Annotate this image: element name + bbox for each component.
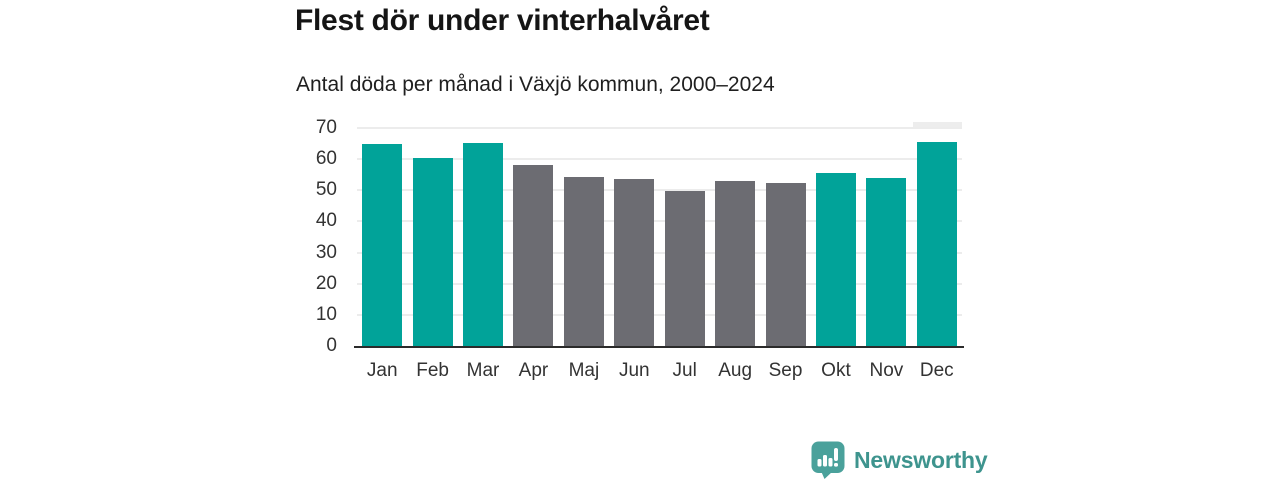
x-tick-label-feb: Feb [416,360,449,381]
y-tick-label-0: 0 [326,335,337,356]
newsworthy-brand-link[interactable]: Newsworthy [811,441,988,479]
x-tick-label-nov: Nov [869,360,904,381]
x-tick-label-okt: Okt [821,360,851,381]
bar-okt [815,172,856,346]
y-tick-label-70: 70 [315,117,337,138]
plot-area [354,127,964,348]
x-tick-label-dec: Dec [919,360,954,381]
gridline-60 [357,158,962,161]
chart-subtitle: Antal döda per månad i Växjö kommun, 200… [296,73,775,96]
bar-mar [463,142,504,346]
gridline-30 [357,251,962,254]
bar-jul [664,190,705,346]
bar-dec [916,142,957,346]
x-tick-label-sep: Sep [768,360,803,381]
bar-apr [513,165,554,346]
y-tick-label-50: 50 [315,179,337,201]
bar-sep [765,183,806,346]
gridline-50 [357,189,962,192]
x-tick-label-aug: Aug [718,360,753,381]
bar-jan [362,144,403,346]
x-tick-label-jul: Jul [672,360,697,381]
gridline-70 [357,127,962,129]
y-tick-label-20: 20 [315,272,337,294]
x-tick-label-maj: Maj [568,360,600,381]
chart-title: Flest dör under vinterhalvåret [295,4,710,37]
y-tick-label-10: 10 [315,303,337,325]
gridline-20 [357,282,962,285]
bar-feb [412,157,453,346]
y-tick-label-40: 40 [315,210,337,232]
x-tick-label-mar: Mar [466,360,500,381]
y-tick-label-60: 60 [315,148,337,170]
newsworthy-logo-text: Newsworthy [854,446,988,473]
gridline-40 [357,220,962,223]
x-tick-label-jun: Jun [618,360,650,381]
bar-nov [866,177,907,346]
y-axis: 0 10 20 30 40 50 60 70 [295,117,347,356]
bar-maj [563,176,604,346]
x-axis: Jan Feb Mar Apr Maj Jun Jul Aug Sep Okt Nov Dec [357,359,962,385]
x-tick-label-jan: Jan [366,360,398,381]
x-axis-line [354,346,964,348]
bar-aug [715,181,756,346]
newsworthy-logo-icon [811,441,845,479]
bar-jun [614,178,655,346]
gridline-highlight-artifact [913,122,962,129]
gridline-10 [357,313,962,316]
y-tick-label-30: 30 [315,241,337,263]
x-tick-label-apr: Apr [518,360,549,381]
